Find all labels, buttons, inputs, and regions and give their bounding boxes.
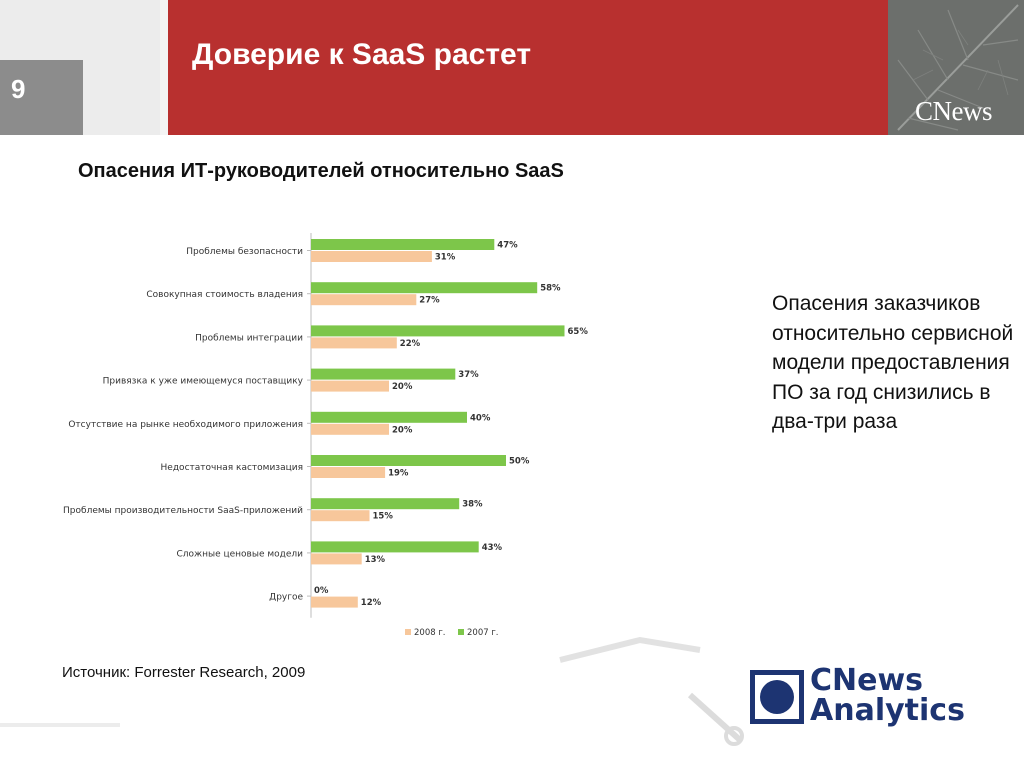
legend-swatch	[458, 629, 464, 635]
bar-2008	[311, 553, 362, 565]
category-label: Сложные ценовые модели	[176, 549, 303, 559]
side-note: Опасения заказчиков относительно сервисн…	[772, 292, 1014, 433]
slide-number-box: 9	[0, 60, 83, 135]
slide-number: 9	[11, 74, 26, 104]
data-label-2007: 38%	[462, 500, 483, 510]
header-cnews-logo: CNews	[915, 96, 993, 126]
legend-swatch	[405, 629, 411, 635]
data-label-2007: 40%	[470, 413, 491, 423]
header-banner: Доверие к SaaS растет	[168, 0, 888, 135]
category-label: Совокупная стоимость владения	[146, 290, 303, 300]
bar-2007	[311, 282, 538, 294]
category-label: Привязка к уже имеющемуся поставщику	[103, 377, 304, 387]
bar-2008	[311, 467, 386, 478]
data-label-2007: 58%	[540, 284, 561, 294]
logo-line-2: Analytics	[810, 693, 965, 728]
bar-2007	[311, 541, 479, 553]
data-label-2007: 0%	[314, 586, 329, 596]
data-label-2008: 31%	[435, 253, 456, 263]
legend-label: 2007 г.	[467, 628, 499, 638]
category-label: Недостаточная кастомизация	[161, 463, 303, 473]
legend-label: 2008 г.	[414, 628, 446, 638]
bar-2008	[311, 294, 417, 306]
bar-2008	[311, 251, 432, 262]
leaf-texture-image: CNews	[888, 0, 1024, 135]
bar-2007	[311, 325, 565, 337]
cnews-analytics-logo-mark	[750, 670, 804, 724]
source-note: Источник: Forrester Research, 2009	[62, 664, 306, 681]
category-label: Отсутствие на рынке необходимого приложе…	[68, 420, 303, 430]
bar-2007	[311, 239, 495, 250]
data-label-2008: 13%	[365, 555, 386, 565]
data-label-2008: 12%	[361, 598, 382, 608]
cnews-analytics-logo-text: CNews Analytics	[810, 666, 965, 726]
bar-2008	[311, 510, 370, 522]
data-label-2008: 20%	[392, 382, 413, 392]
category-label: Проблемы производительности SaaS-приложе…	[63, 506, 303, 516]
slide-title: Доверие к SaaS растет	[192, 38, 532, 71]
logo-circle-icon	[750, 670, 804, 724]
bar-2007	[311, 368, 456, 380]
bar-2008	[311, 423, 389, 435]
data-label-2007: 37%	[458, 370, 479, 380]
category-label: Проблемы безопасности	[186, 247, 303, 257]
chart-title: Опасения ИТ-руководителей относительно S…	[78, 160, 564, 182]
bar-2008	[311, 596, 358, 608]
data-label-2008: 22%	[400, 339, 421, 349]
data-label-2008: 27%	[419, 296, 440, 306]
bar-2008	[311, 337, 397, 349]
decorative-lines	[0, 636, 744, 746]
data-label-2008: 19%	[388, 469, 409, 479]
bar-2007	[311, 411, 467, 423]
bar-chart: Проблемы безопасности 47% 31% Совокупная ст…	[63, 233, 589, 638]
data-label-2008: 20%	[392, 425, 413, 435]
leaf-veins-icon	[888, 0, 1024, 135]
bar-2007	[311, 455, 506, 466]
data-label-2007: 65%	[568, 327, 589, 337]
logo-line-1: CNews	[810, 663, 924, 698]
data-label-2007: 50%	[509, 457, 530, 467]
bar-2008	[311, 380, 389, 392]
data-label-2007: 43%	[482, 543, 503, 553]
bar-2007	[311, 498, 460, 510]
data-label-2008: 15%	[373, 512, 394, 522]
category-label: Другое	[269, 593, 303, 603]
header-separator	[160, 0, 168, 135]
data-label-2007: 47%	[497, 241, 518, 251]
category-label: Проблемы интеграции	[195, 333, 303, 343]
